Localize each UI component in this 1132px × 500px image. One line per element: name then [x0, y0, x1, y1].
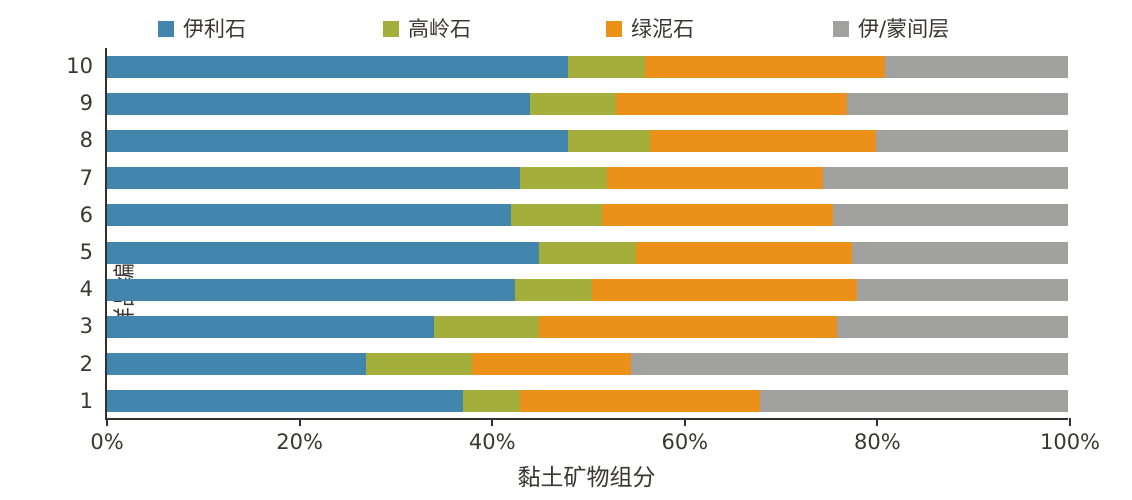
category-label: 6: [79, 202, 93, 227]
legend-item: 高岭石: [383, 14, 471, 44]
stacked-bar: [107, 353, 1068, 376]
legend-item: 伊利石: [158, 14, 246, 44]
legend-swatch-icon: [833, 21, 849, 37]
legend-label: 伊利石: [183, 17, 246, 41]
bar-segment: [846, 92, 1068, 115]
bar-row: 7: [80, 160, 1068, 197]
bar-segment: [107, 129, 569, 152]
bar-segment: [645, 55, 886, 78]
bar-segment: [539, 315, 838, 338]
bar-segment: [856, 278, 1068, 301]
bar-segment: [606, 167, 823, 190]
bar-segment: [515, 278, 593, 301]
x-tick-label: 0%: [90, 430, 124, 454]
bar-segment: [107, 167, 521, 190]
bar-segment: [616, 92, 847, 115]
category-label: 8: [79, 128, 93, 153]
bar-segment: [520, 390, 761, 413]
bar-segment: [568, 55, 646, 78]
x-axis-tick: [106, 418, 108, 426]
bar-row: 4: [80, 271, 1068, 308]
x-axis-tick: [298, 418, 301, 426]
bar-row: 8: [80, 122, 1068, 159]
bar-row: 10: [66, 48, 1068, 85]
bar-segment: [630, 353, 1068, 376]
x-axis-tick: [683, 418, 686, 426]
x-tick-label: 40%: [468, 430, 516, 454]
bar-segment: [107, 241, 540, 264]
category-label: 5: [79, 240, 93, 264]
bar-segment: [851, 241, 1068, 264]
bar-row: 9: [80, 85, 1068, 122]
category-label: 10: [66, 54, 93, 78]
x-axis-tick: [876, 418, 879, 426]
bar-row: 6: [80, 197, 1068, 234]
stacked-bar: [107, 129, 1068, 152]
bar-segment: [107, 390, 463, 413]
stacked-bar: [107, 92, 1068, 115]
bar-segment: [107, 315, 434, 338]
bar-segment: [539, 241, 636, 264]
legend-label: 高岭石: [408, 17, 471, 41]
category-label: 3: [79, 314, 93, 339]
x-tick-label: 20%: [276, 430, 323, 454]
bar-segment: [107, 353, 367, 376]
stacked-bar: [107, 241, 1068, 264]
x-axis-tick: [1069, 418, 1071, 426]
category-label: 9: [79, 91, 93, 116]
bar-segment: [601, 204, 833, 227]
x-axis-title: 黏土矿物组分: [517, 465, 656, 491]
stacked-bar: [107, 204, 1068, 227]
bar-segment: [760, 390, 1068, 413]
bar-segment: [107, 278, 516, 301]
bar-segment: [107, 92, 530, 115]
bar-segment: [529, 92, 617, 115]
legend-label: 绿泥石: [631, 17, 694, 41]
bar-segment: [822, 167, 1068, 190]
x-axis-tick: [491, 418, 494, 426]
x-tick-label: 60%: [661, 430, 709, 454]
bar-segment: [107, 204, 511, 227]
bar-segment: [366, 353, 473, 376]
bar-row: 2: [80, 346, 1068, 383]
stacked-bar: [107, 390, 1068, 413]
bar-segment: [520, 167, 607, 190]
stacked-bar: [107, 55, 1068, 78]
stacked-bar: [107, 278, 1068, 301]
x-tick-label: 100%: [1039, 430, 1101, 454]
bar-segment: [592, 278, 857, 301]
bar-segment: [472, 353, 631, 376]
bar-segment: [510, 204, 602, 227]
bar-segment: [885, 55, 1068, 78]
legend-item: 绿泥石: [606, 14, 694, 44]
bar-segment: [462, 390, 521, 413]
bar-segment: [875, 129, 1068, 152]
stacked-bar: [107, 315, 1068, 338]
category-label: 4: [79, 277, 93, 302]
bar-row: 5: [80, 234, 1068, 271]
bar-row: 1: [80, 383, 1068, 420]
category-label: 7: [79, 165, 93, 190]
legend-swatch-icon: [606, 21, 622, 37]
category-label: 1: [79, 388, 93, 413]
category-label: 2: [79, 351, 93, 376]
bar-segment: [837, 315, 1068, 338]
bar-segment: [649, 129, 876, 152]
bar-segment: [107, 55, 569, 78]
bar-segment: [832, 204, 1068, 227]
legend-label: 伊/蒙间层: [858, 17, 950, 41]
legend-swatch-icon: [383, 21, 399, 37]
bar-segment: [635, 241, 852, 264]
legend: 伊利石 高岭石 绿泥石 伊/蒙间层: [0, 14, 1132, 44]
legend-swatch-icon: [158, 21, 174, 37]
bar-segment: [568, 129, 650, 152]
bar-segment: [433, 315, 540, 338]
stacked-bar: [107, 167, 1068, 190]
legend-item: 伊/蒙间层: [833, 14, 949, 44]
bar-row: 3: [80, 308, 1068, 345]
x-tick-label: 80%: [854, 430, 901, 454]
